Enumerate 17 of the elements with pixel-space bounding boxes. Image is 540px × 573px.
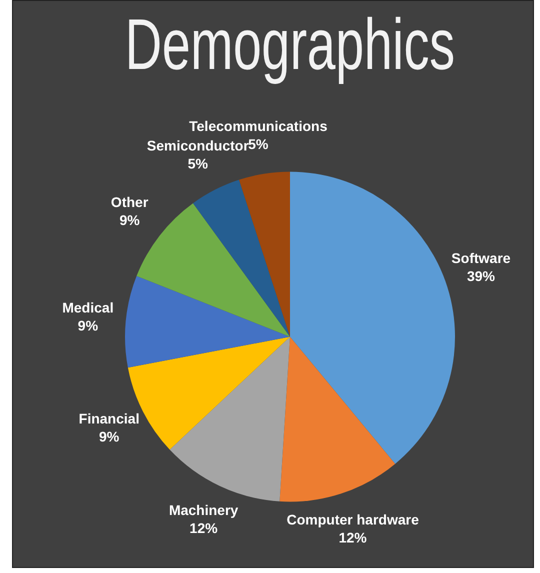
slice-label: Financial — [78, 410, 140, 427]
chart-title: Demographics — [125, 4, 455, 86]
slice-label: Software — [451, 250, 511, 266]
data-label: 39% — [466, 268, 496, 284]
data-label: 5% — [188, 156, 209, 172]
data-label: 9% — [78, 317, 99, 334]
data-label: 12% — [190, 520, 218, 536]
data-label: 5% — [248, 136, 269, 152]
data-label: 9% — [99, 428, 120, 445]
slice-label: Other — [110, 194, 149, 210]
data-label: 12% — [338, 530, 368, 546]
slice-label: Telecommunications — [189, 118, 328, 134]
slice-label: Computer hardware — [286, 512, 420, 528]
slice-label: Machinery — [168, 502, 238, 518]
slice-label: Medical — [62, 299, 114, 316]
data-label: 9% — [119, 212, 140, 228]
slice-label: Semiconductor — [146, 138, 250, 154]
